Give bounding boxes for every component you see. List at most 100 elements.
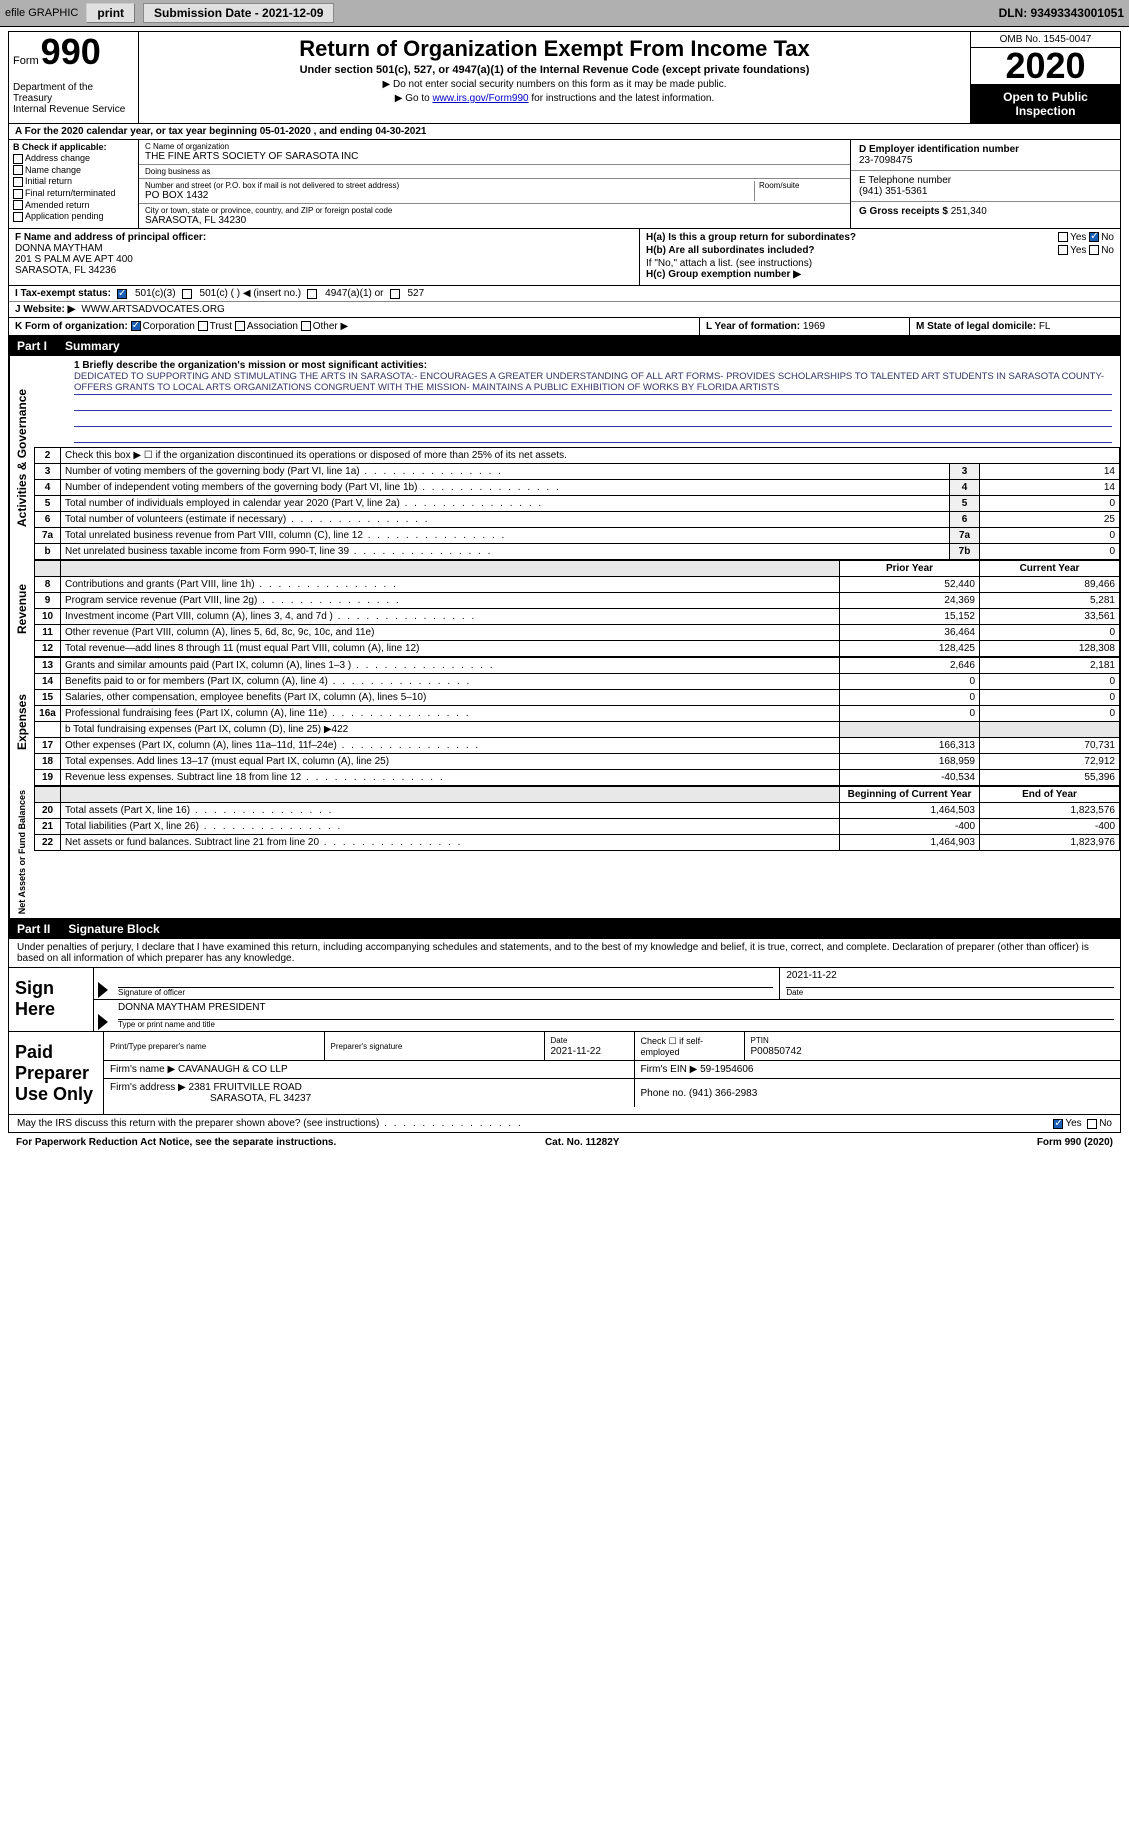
- officer-addr1: 201 S PALM AVE APT 400: [15, 254, 133, 265]
- tax-year: 2020: [971, 48, 1120, 85]
- signature-block: Under penalties of perjury, I declare th…: [8, 939, 1121, 1032]
- form-num: 990: [41, 34, 101, 70]
- arrow-icon: [98, 982, 108, 998]
- section-l: L Year of formation: 1969: [700, 318, 910, 335]
- year-formation: 1969: [803, 321, 825, 332]
- header-right: OMB No. 1545-0047 2020 Open to Public In…: [970, 32, 1120, 123]
- b-opt[interactable]: Name change: [13, 165, 134, 176]
- yes-label: Yes: [1070, 232, 1086, 243]
- sig-name-label: Type or print name and title: [118, 1020, 1114, 1029]
- prep-phone: (941) 366-2983: [689, 1088, 757, 1099]
- r16b: b Total fundraising expenses (Part IX, c…: [61, 722, 840, 738]
- b-opt[interactable]: Initial return: [13, 176, 134, 187]
- k-opt: Association: [247, 321, 298, 332]
- addr-label: Number and street (or P.O. box if mail i…: [145, 181, 754, 190]
- print-button[interactable]: print: [86, 3, 135, 23]
- section-b: B Check if applicable: Address change Na…: [9, 140, 139, 228]
- prep-check: Check ☐ if self-employed: [634, 1032, 744, 1061]
- form-subtitle: Under section 501(c), 527, or 4947(a)(1)…: [143, 64, 966, 76]
- submission-date: Submission Date - 2021-12-09: [143, 3, 334, 23]
- firm-addr1: 2381 FRUITVILLE ROAD: [189, 1082, 302, 1093]
- i-opt: 501(c)(3): [135, 288, 176, 299]
- section-klm: K Form of organization: Corporation Trus…: [8, 318, 1121, 336]
- yes-label: Yes: [1065, 1118, 1081, 1129]
- section-f: F Name and address of principal officer:…: [9, 229, 640, 285]
- footer-mid: Cat. No. 11282Y: [545, 1137, 619, 1148]
- mission-block: 1 Briefly describe the organization's mi…: [34, 356, 1120, 447]
- firm-ein: 59-1954606: [700, 1064, 753, 1075]
- ha-label: H(a) Is this a group return for subordin…: [646, 232, 856, 243]
- d-label: D Employer identification number: [859, 144, 1019, 155]
- b-opt[interactable]: Address change: [13, 153, 134, 164]
- prep-date-label: Date: [551, 1036, 568, 1045]
- revenue-table: Prior YearCurrent Year 8Contributions an…: [34, 560, 1120, 657]
- form-word: Form: [13, 55, 39, 67]
- prep-title: Paid Preparer Use Only: [9, 1032, 104, 1114]
- expenses-vlabel: Expenses: [9, 657, 34, 786]
- b-opt[interactable]: Final return/terminated: [13, 188, 134, 199]
- prep-sig-label: Preparer's signature: [331, 1042, 403, 1051]
- ptin-value: P00850742: [751, 1046, 802, 1057]
- prep-name-label: Print/Type preparer's name: [110, 1042, 206, 1051]
- b-opt[interactable]: Application pending: [13, 211, 134, 222]
- inspection-label: Open to Public Inspection: [971, 85, 1120, 123]
- form-page: Form 990 Department of the Treasury Inte…: [0, 27, 1129, 1160]
- firm-name-label: Firm's name ▶: [110, 1064, 175, 1075]
- sig-date: 2021-11-22: [786, 970, 1114, 988]
- k-opt: Other ▶: [313, 321, 348, 332]
- activities-vlabel: Activities & Governance: [9, 356, 34, 560]
- c-name-label: C Name of organization: [145, 142, 844, 151]
- gross-receipts: 251,340: [951, 206, 987, 217]
- phone-value: (941) 351-5361: [859, 186, 927, 197]
- hb-label: H(b) Are all subordinates included?: [646, 245, 815, 256]
- section-deg: D Employer identification number 23-7098…: [850, 140, 1120, 228]
- yes-label: Yes: [1070, 245, 1086, 256]
- sig-intro: Under penalties of perjury, I declare th…: [9, 939, 1120, 968]
- form-note2: ▶ Go to www.irs.gov/Form990 for instruct…: [143, 93, 966, 104]
- discuss-row: May the IRS discuss this return with the…: [8, 1115, 1121, 1133]
- officer-addr2: SARASOTA, FL 34236: [15, 265, 116, 276]
- i-label: I Tax-exempt status:: [15, 288, 111, 299]
- part2-title: Signature Block: [68, 922, 159, 936]
- activities-block: Activities & Governance 1 Briefly descri…: [9, 356, 1120, 560]
- expenses-block: Expenses 13Grants and similar amounts pa…: [9, 657, 1120, 786]
- dln-label: DLN: 93493343001051: [999, 6, 1124, 20]
- part2-num: Part II: [17, 922, 50, 936]
- efile-label: efile GRAPHIC: [5, 7, 78, 19]
- room-label: Room/suite: [759, 181, 844, 190]
- b-opt[interactable]: Amended return: [13, 200, 134, 211]
- b-title: B Check if applicable:: [13, 142, 107, 152]
- k-opt: Corporation: [143, 321, 195, 332]
- firm-addr-label: Firm's address ▶: [110, 1082, 186, 1093]
- firm-addr2: SARASOTA, FL 34237: [210, 1093, 311, 1104]
- prep-phone-label: Phone no.: [641, 1088, 687, 1099]
- i-opt: 527: [408, 288, 425, 299]
- mission-q: 1 Briefly describe the organization's mi…: [74, 360, 427, 371]
- hb-note: If "No," attach a list. (see instruction…: [646, 258, 1114, 269]
- i-opt: 4947(a)(1) or: [325, 288, 383, 299]
- r2-text: Check this box ▶ ☐ if the organization d…: [61, 448, 1120, 464]
- section-fh: F Name and address of principal officer:…: [8, 229, 1121, 286]
- part1-body: Activities & Governance 1 Briefly descri…: [8, 356, 1121, 919]
- section-k: K Form of organization: Corporation Trus…: [9, 318, 700, 335]
- part1-num: Part I: [17, 339, 47, 353]
- m-label: M State of legal domicile:: [916, 321, 1036, 332]
- sign-here-label: Sign Here: [9, 968, 94, 1031]
- section-m: M State of legal domicile: FL: [910, 318, 1120, 335]
- l-label: L Year of formation:: [706, 321, 800, 332]
- no-label: No: [1101, 232, 1114, 243]
- preparer-block: Paid Preparer Use Only Print/Type prepar…: [8, 1032, 1121, 1115]
- part1-header: Part I Summary: [8, 336, 1121, 356]
- row-a: A For the 2020 calendar year, or tax yea…: [8, 124, 1121, 140]
- netassets-table: Beginning of Current YearEnd of Year 20T…: [34, 786, 1120, 851]
- arrow-icon: [98, 1014, 108, 1030]
- row-a-text: A For the 2020 calendar year, or tax yea…: [15, 126, 426, 137]
- form-note1: ▶ Do not enter social security numbers o…: [143, 79, 966, 90]
- f-label: F Name and address of principal officer:: [15, 232, 206, 243]
- instructions-link[interactable]: www.irs.gov/Form990: [432, 93, 528, 104]
- header-left: Form 990 Department of the Treasury Inte…: [9, 32, 139, 123]
- no-label: No: [1101, 245, 1114, 256]
- revenue-block: Revenue Prior YearCurrent Year 8Contribu…: [9, 560, 1120, 657]
- section-i: I Tax-exempt status: 501(c)(3) 501(c) ( …: [9, 286, 1120, 302]
- i-opt: 501(c) ( ) ◀ (insert no.): [200, 288, 302, 299]
